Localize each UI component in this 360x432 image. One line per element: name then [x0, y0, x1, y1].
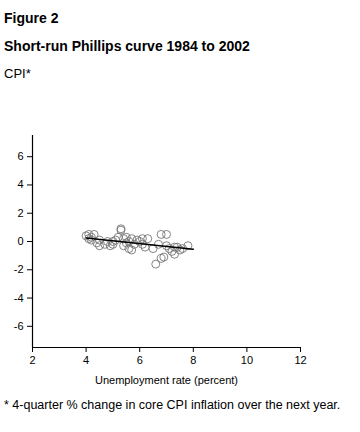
svg-text:-2: -2	[14, 263, 24, 275]
svg-text:12: 12	[294, 354, 306, 366]
svg-text:6: 6	[17, 150, 23, 162]
svg-text:4: 4	[83, 354, 89, 366]
svg-text:-4: -4	[14, 292, 24, 304]
svg-text:8: 8	[190, 354, 196, 366]
svg-text:-6: -6	[14, 320, 24, 332]
svg-text:2: 2	[29, 354, 35, 366]
html-text:Short-run Phillips curve 1984: Short-run Phillips curve 1984 to 2002	[4, 38, 250, 54]
html-text:CPI*: CPI*	[4, 66, 31, 81]
svg-text:6: 6	[137, 354, 143, 366]
svg-text:0: 0	[17, 235, 23, 247]
svg-text:4: 4	[17, 178, 23, 190]
svg-text:10: 10	[241, 354, 253, 366]
html-text:Figure 2: Figure 2	[4, 10, 59, 26]
html-text:* 4-quarter % change in core C: * 4-quarter % change in core CPI inflati…	[4, 398, 341, 412]
svg-text:Unemployment rate (percent): Unemployment rate (percent)	[95, 374, 238, 386]
svg-text:2: 2	[17, 207, 23, 219]
